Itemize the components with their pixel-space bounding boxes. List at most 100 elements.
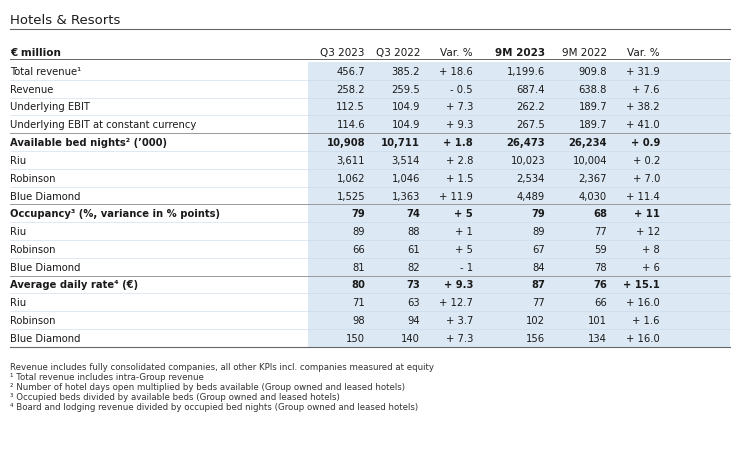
- Text: 84: 84: [533, 262, 545, 272]
- Text: + 9.3: + 9.3: [445, 120, 473, 130]
- Text: Underlying EBIT at constant currency: Underlying EBIT at constant currency: [10, 120, 196, 130]
- Bar: [308, 240, 730, 258]
- Text: 638.8: 638.8: [579, 85, 607, 94]
- Text: 82: 82: [408, 262, 420, 272]
- Text: 150: 150: [346, 333, 365, 343]
- Text: € million: € million: [10, 48, 61, 58]
- Text: ² Number of hotel days open multiplied by beds available (Group owned and leased: ² Number of hotel days open multiplied b…: [10, 382, 405, 391]
- Text: - 0.5: - 0.5: [451, 85, 473, 94]
- Bar: [308, 329, 730, 347]
- Text: + 12: + 12: [636, 226, 660, 237]
- Text: 134: 134: [588, 333, 607, 343]
- Text: 2,534: 2,534: [517, 173, 545, 183]
- Text: 89: 89: [532, 226, 545, 237]
- Text: + 0.2: + 0.2: [633, 156, 660, 166]
- Text: + 7.3: + 7.3: [445, 333, 473, 343]
- Text: + 8: + 8: [642, 244, 660, 254]
- Text: 80: 80: [351, 280, 365, 290]
- Text: Underlying EBIT: Underlying EBIT: [10, 102, 90, 112]
- Text: 10,908: 10,908: [326, 138, 365, 148]
- Text: Var. %: Var. %: [440, 48, 473, 58]
- Text: 140: 140: [401, 333, 420, 343]
- Text: 73: 73: [406, 280, 420, 290]
- Text: 81: 81: [352, 262, 365, 272]
- Text: ¹ Total revenue includes intra-Group revenue: ¹ Total revenue includes intra-Group rev…: [10, 372, 204, 381]
- Text: Riu: Riu: [10, 156, 26, 166]
- Text: 267.5: 267.5: [517, 120, 545, 130]
- Bar: [308, 169, 730, 187]
- Text: 10,711: 10,711: [381, 138, 420, 148]
- Text: 77: 77: [594, 226, 607, 237]
- Text: 687.4: 687.4: [517, 85, 545, 94]
- Bar: [308, 276, 730, 294]
- Text: 104.9: 104.9: [391, 120, 420, 130]
- Text: Blue Diamond: Blue Diamond: [10, 262, 81, 272]
- Text: Average daily rate⁴ (€): Average daily rate⁴ (€): [10, 280, 138, 290]
- Text: + 5: + 5: [454, 209, 473, 219]
- Text: + 7.3: + 7.3: [445, 102, 473, 112]
- Text: 61: 61: [407, 244, 420, 254]
- Text: Revenue includes fully consolidated companies, all other KPIs incl. companies me: Revenue includes fully consolidated comp…: [10, 362, 434, 371]
- Bar: [308, 258, 730, 276]
- Text: 101: 101: [588, 315, 607, 325]
- Text: 909.8: 909.8: [579, 67, 607, 77]
- Text: + 18.6: + 18.6: [440, 67, 473, 77]
- Text: + 0.9: + 0.9: [630, 138, 660, 148]
- Text: + 1.5: + 1.5: [445, 173, 473, 183]
- Text: 98: 98: [352, 315, 365, 325]
- Text: + 2.8: + 2.8: [445, 156, 473, 166]
- Text: 26,473: 26,473: [506, 138, 545, 148]
- Text: Revenue: Revenue: [10, 85, 53, 94]
- Text: Hotels & Resorts: Hotels & Resorts: [10, 14, 121, 27]
- Text: + 16.0: + 16.0: [626, 298, 660, 307]
- Text: 63: 63: [408, 298, 420, 307]
- Bar: [308, 187, 730, 205]
- Text: 88: 88: [408, 226, 420, 237]
- Text: Occupancy³ (%, variance in % points): Occupancy³ (%, variance in % points): [10, 209, 220, 219]
- Text: 78: 78: [594, 262, 607, 272]
- Text: 1,525: 1,525: [337, 191, 365, 201]
- Text: 66: 66: [352, 244, 365, 254]
- Text: + 7.0: + 7.0: [633, 173, 660, 183]
- Text: Blue Diamond: Blue Diamond: [10, 333, 81, 343]
- Text: 114.6: 114.6: [337, 120, 365, 130]
- Text: + 3.7: + 3.7: [445, 315, 473, 325]
- Text: 3,611: 3,611: [337, 156, 365, 166]
- Text: Available bed nights² (’000): Available bed nights² (’000): [10, 138, 167, 148]
- Text: Var. %: Var. %: [628, 48, 660, 58]
- Text: 76: 76: [593, 280, 607, 290]
- Text: Riu: Riu: [10, 298, 26, 307]
- Text: 68: 68: [593, 209, 607, 219]
- Text: + 9.3: + 9.3: [443, 280, 473, 290]
- Text: Q3 2023: Q3 2023: [320, 48, 365, 58]
- Text: 4,030: 4,030: [579, 191, 607, 201]
- Bar: [308, 312, 730, 329]
- Text: + 7.6: + 7.6: [633, 85, 660, 94]
- Text: 1,199.6: 1,199.6: [507, 67, 545, 77]
- Text: 1,363: 1,363: [391, 191, 420, 201]
- Text: 9M 2022: 9M 2022: [562, 48, 607, 58]
- Text: 189.7: 189.7: [579, 120, 607, 130]
- Bar: [308, 152, 730, 169]
- Text: + 16.0: + 16.0: [626, 333, 660, 343]
- Text: 104.9: 104.9: [391, 102, 420, 112]
- Text: Blue Diamond: Blue Diamond: [10, 191, 81, 201]
- Text: 1,062: 1,062: [337, 173, 365, 183]
- Text: - 1: - 1: [460, 262, 473, 272]
- Text: + 5: + 5: [455, 244, 473, 254]
- Text: 258.2: 258.2: [337, 85, 365, 94]
- Text: + 1: + 1: [455, 226, 473, 237]
- Text: Riu: Riu: [10, 226, 26, 237]
- Text: 259.5: 259.5: [391, 85, 420, 94]
- Text: + 15.1: + 15.1: [623, 280, 660, 290]
- Text: 385.2: 385.2: [391, 67, 420, 77]
- Text: Q3 2022: Q3 2022: [375, 48, 420, 58]
- Text: 26,234: 26,234: [568, 138, 607, 148]
- Text: ⁴ Board and lodging revenue divided by occupied bed nights (Group owned and leas: ⁴ Board and lodging revenue divided by o…: [10, 402, 418, 411]
- Text: + 12.7: + 12.7: [439, 298, 473, 307]
- Text: 71: 71: [352, 298, 365, 307]
- Text: 89: 89: [352, 226, 365, 237]
- Text: 262.2: 262.2: [517, 102, 545, 112]
- Text: 112.5: 112.5: [336, 102, 365, 112]
- Text: 2,367: 2,367: [579, 173, 607, 183]
